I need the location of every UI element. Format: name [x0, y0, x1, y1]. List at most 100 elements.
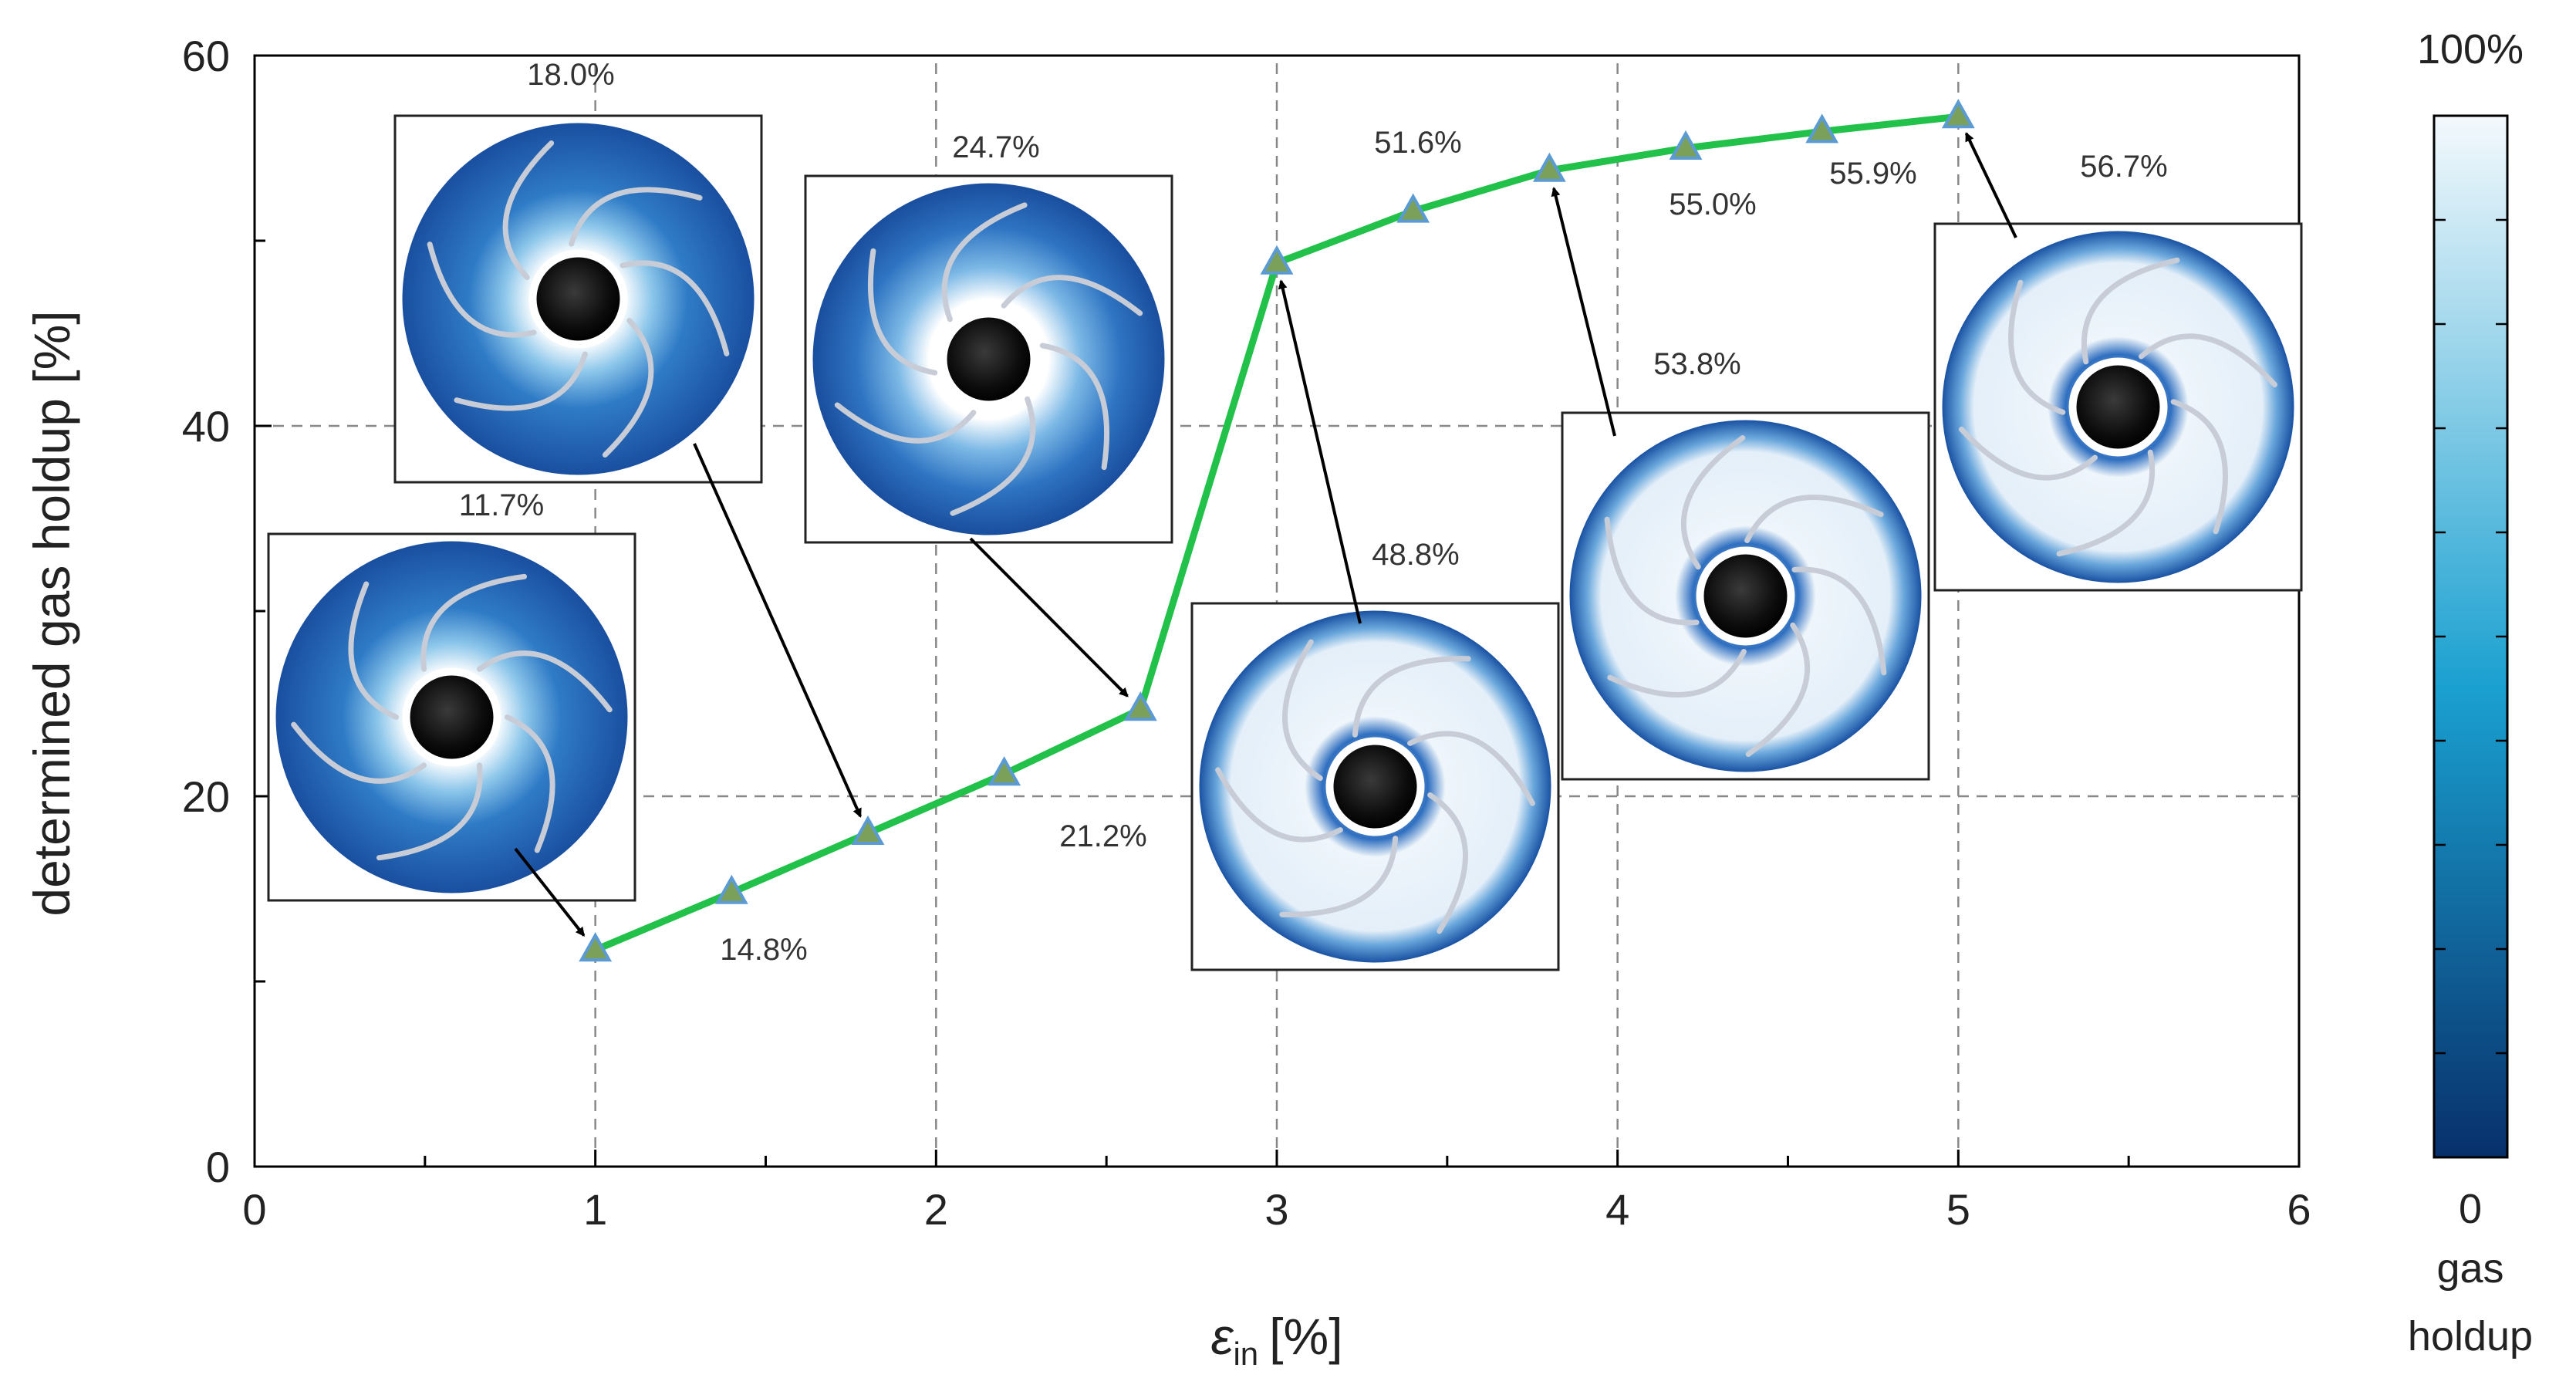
- impeller-blade: [376, 762, 483, 861]
- x-tick-label: 0: [242, 1185, 266, 1234]
- value-label: 24.7%: [952, 130, 1039, 164]
- inset-48-8: [1190, 602, 1560, 971]
- data-point: [1396, 193, 1430, 223]
- colorbar-max-label: 100%: [2417, 26, 2524, 73]
- data-point: [579, 932, 613, 962]
- impeller-blade: [1791, 566, 1887, 676]
- value-label: 14.8%: [720, 933, 807, 967]
- impeller-blade: [868, 248, 938, 376]
- arrow: [693, 443, 863, 818]
- inset-56-7: [1933, 222, 2303, 592]
- arrow: [969, 537, 1129, 697]
- data-point: [714, 874, 748, 904]
- data-point: [1941, 99, 1975, 129]
- data-point: [1805, 113, 1839, 144]
- colorbar-min-label: 0: [2459, 1186, 2482, 1232]
- y-tick-label: 0: [206, 1143, 230, 1191]
- x-axis-subscript: in: [1233, 1336, 1258, 1372]
- data-point: [1123, 691, 1157, 721]
- impeller-blade: [505, 714, 555, 853]
- value-label: 55.0%: [1669, 187, 1756, 221]
- y-tick-label: 20: [182, 772, 230, 821]
- y-axis-title: determined gas holdup [%]: [23, 310, 80, 916]
- colorbar-caption-2: holdup: [2408, 1313, 2533, 1359]
- x-axis-title: εin [%]: [1210, 1308, 1342, 1372]
- y-tick-label: 40: [182, 402, 230, 451]
- value-label: 53.8%: [1653, 347, 1740, 381]
- impeller-blade: [2170, 399, 2228, 535]
- impeller-blade: [1039, 343, 1109, 471]
- x-tick-label: 3: [1264, 1185, 1288, 1234]
- y-tick-label: 60: [182, 32, 230, 80]
- impeller-blade: [1407, 731, 1535, 806]
- inset-24-7: [804, 174, 1173, 544]
- impeller-blade: [950, 396, 1036, 516]
- impeller-blade: [427, 241, 537, 338]
- hub: [410, 675, 494, 759]
- impeller-blade: [291, 721, 427, 784]
- impeller-blade: [1680, 435, 1746, 570]
- value-label: 21.2%: [1059, 819, 1146, 853]
- impeller-blade: [420, 573, 528, 672]
- impeller-blade: [620, 260, 730, 356]
- arrow: [1964, 132, 2017, 238]
- series-gas-holdup: [579, 99, 1975, 962]
- value-label: 48.8%: [1372, 538, 1459, 572]
- data-point: [988, 756, 1021, 786]
- x-tick-label: 1: [583, 1185, 607, 1234]
- impeller-blade: [1352, 656, 1471, 738]
- inset-images: [267, 114, 2303, 971]
- impeller-blade: [1959, 426, 2098, 481]
- impeller-blade: [1745, 622, 1811, 757]
- impeller-blade: [2008, 279, 2066, 415]
- data-point: [1669, 130, 1703, 160]
- impeller-blade: [1744, 495, 1884, 544]
- arrow: [1278, 279, 1362, 624]
- inset-11-7: [267, 532, 636, 902]
- colorbar-gradient: [2433, 114, 2509, 1159]
- impeller-blade: [1001, 275, 1143, 316]
- x-axis-unit: [%]: [1269, 1308, 1342, 1365]
- inset-18-0: [393, 114, 763, 484]
- colorbar: 100% 0 gas holdup: [2408, 26, 2533, 1359]
- value-labels: 11.7% 14.8% 18.0% 21.2% 24.7% 48.8% 51.6% 53.8%…: [459, 58, 2168, 967]
- impeller-blade: [477, 650, 613, 713]
- hub: [947, 317, 1031, 401]
- impeller-blade: [1279, 836, 1399, 917]
- axis-ticks: [253, 54, 2301, 1168]
- value-label: 55.9%: [1829, 157, 1916, 191]
- hub: [1333, 745, 1417, 829]
- impeller-blade: [569, 187, 703, 247]
- value-label: 18.0%: [527, 58, 614, 92]
- impeller-blade: [2081, 257, 2180, 365]
- arrows: [514, 132, 2017, 937]
- colorbar-caption-1: gas: [2436, 1245, 2503, 1292]
- impeller-blade: [1427, 792, 1469, 934]
- value-label: 51.6%: [1374, 126, 1461, 160]
- arrow: [514, 847, 586, 937]
- impeller-blade: [1215, 767, 1343, 843]
- impeller-blade: [1607, 648, 1747, 697]
- inset-53-8: [1561, 411, 1930, 781]
- x-tick-label: 5: [1946, 1185, 1970, 1234]
- data-point: [1532, 152, 1566, 182]
- impeller-blade: [834, 402, 977, 444]
- data-point: [851, 815, 885, 845]
- impeller-blade: [454, 351, 588, 411]
- impeller-blade: [2138, 333, 2277, 388]
- hub: [536, 257, 620, 341]
- arrow: [1551, 187, 1616, 437]
- x-tick-label: 6: [2287, 1185, 2311, 1234]
- impeller-blade: [2056, 449, 2156, 557]
- impeller-blade: [1281, 639, 1323, 782]
- x-tick-label: 2: [924, 1185, 948, 1234]
- data-point: [1260, 245, 1294, 275]
- hub: [1703, 554, 1788, 638]
- impeller-blade: [941, 202, 1028, 323]
- impeller-blade: [502, 140, 555, 280]
- value-label: 11.7%: [459, 488, 544, 522]
- impeller-blade: [602, 318, 654, 458]
- colorbar-ticks: [2434, 114, 2507, 1159]
